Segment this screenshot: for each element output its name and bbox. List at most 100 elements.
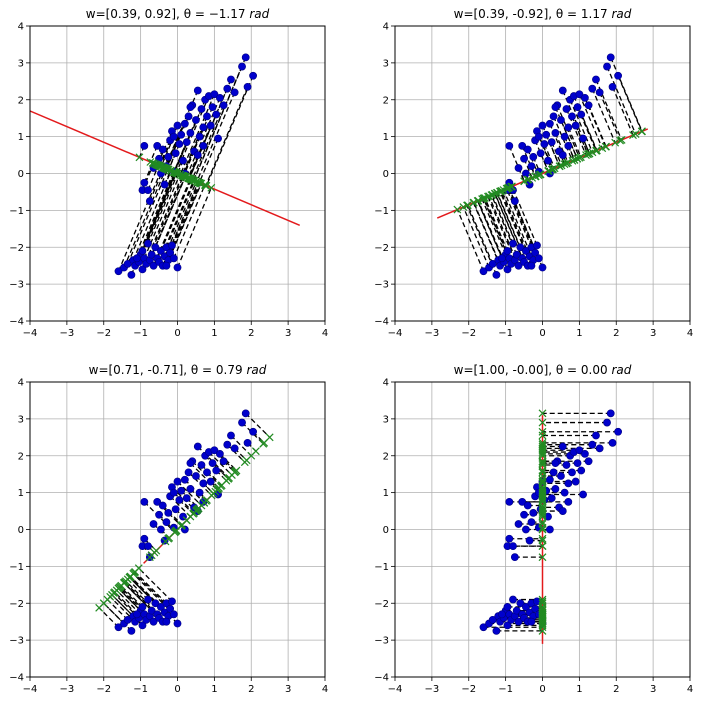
projected-point-stroke: [538, 619, 547, 628]
projected-point: [213, 485, 222, 494]
projected-point: [146, 158, 155, 166]
data-point: [177, 130, 186, 139]
projected-point-stroke: [629, 131, 637, 140]
projected-point-stroke: [538, 510, 547, 519]
projected-point: [538, 512, 547, 521]
projection-connector: [556, 105, 581, 159]
projected-point-stroke: [538, 553, 547, 562]
data-point: [230, 88, 239, 97]
projected-point-stroke: [176, 170, 185, 179]
projection-connector: [554, 106, 578, 160]
data-point: [147, 606, 156, 615]
data-point: [216, 450, 224, 458]
data-point: [505, 534, 514, 543]
projected-point-stroke: [538, 497, 547, 506]
projection-connector: [127, 578, 149, 601]
data-point: [138, 621, 147, 630]
data-point: [175, 140, 184, 148]
data-point: [171, 149, 180, 158]
data-point: [127, 627, 136, 635]
projected-point-stroke: [538, 508, 547, 517]
data-point: [584, 457, 593, 466]
projected-point: [560, 160, 569, 169]
projected-point: [538, 612, 547, 621]
projected-point: [538, 520, 547, 528]
data-point: [212, 110, 221, 119]
projected-point-stroke: [538, 507, 547, 515]
projected-point-stroke: [485, 192, 493, 201]
projected-point: [538, 431, 547, 440]
projected-point-stroke: [538, 606, 547, 615]
data-point: [514, 617, 523, 626]
data-point: [206, 121, 215, 130]
projection-connector: [103, 602, 125, 624]
y-tick-label: 2: [383, 95, 389, 106]
projected-point-stroke: [538, 597, 547, 606]
projected-point: [172, 169, 181, 177]
projected-point: [538, 494, 547, 503]
projection-connector: [496, 192, 521, 248]
y-tick-label: −3: [374, 280, 389, 291]
data-point: [603, 418, 611, 427]
projection-connector: [106, 599, 129, 621]
projected-point: [538, 508, 547, 517]
projection-connector: [538, 136, 554, 170]
projected-point: [260, 438, 269, 447]
projection-connector: [205, 75, 254, 187]
projected-point-stroke: [538, 442, 547, 451]
data-point: [216, 94, 224, 102]
projected-point-stroke: [481, 193, 489, 202]
projection-connector: [543, 143, 556, 169]
data-point: [227, 75, 235, 84]
data-point: [140, 178, 149, 187]
projected-point: [505, 183, 514, 192]
projected-point: [573, 154, 582, 163]
data-point: [144, 542, 152, 550]
data-point: [169, 610, 178, 619]
x-tick-label: 3: [650, 328, 656, 339]
data-point: [588, 440, 597, 449]
data-point: [529, 509, 538, 517]
data-point: [249, 427, 257, 436]
data-point: [193, 442, 202, 451]
projected-point: [538, 485, 547, 493]
projected-point-stroke: [538, 626, 547, 635]
marks: [95, 409, 274, 635]
data-point: [171, 505, 180, 514]
data-point: [571, 477, 580, 486]
data-point: [199, 141, 208, 150]
projected-point: [502, 184, 511, 193]
projected-point: [538, 510, 547, 519]
data-point: [133, 254, 141, 263]
projected-point: [538, 503, 547, 512]
data-point: [166, 604, 175, 613]
data-point: [193, 151, 202, 159]
data-point: [169, 132, 178, 141]
projected-point-stroke: [99, 599, 108, 608]
projected-point: [538, 409, 547, 418]
data-point: [184, 468, 193, 477]
projected-point-stroke: [585, 149, 594, 158]
data-point: [168, 241, 176, 250]
data-point: [579, 134, 587, 143]
data-point: [195, 132, 204, 141]
projected-point: [592, 146, 601, 155]
data-point: [186, 129, 195, 137]
x-tick-label: 4: [322, 328, 328, 339]
subplot-2: −4 −3 −2 −1 0 1 2 3 4 −4 −3 −2 −1 0 1 2 3 4 w=[0.39, -0.9…: [374, 7, 693, 339]
projected-point: [538, 438, 547, 447]
projection-connector: [189, 462, 218, 491]
projected-point-stroke: [479, 194, 488, 203]
projected-point: [538, 599, 547, 608]
projected-point-stroke: [538, 461, 547, 469]
projected-point-stroke: [172, 169, 181, 177]
projected-point: [207, 183, 216, 192]
projection-connector: [165, 183, 202, 266]
projection-connector: [197, 446, 230, 479]
data-point: [162, 518, 171, 527]
y-tick-label: −1: [374, 562, 389, 573]
data-point: [518, 497, 527, 506]
data-point: [577, 466, 586, 475]
projected-point-stroke: [453, 205, 462, 214]
